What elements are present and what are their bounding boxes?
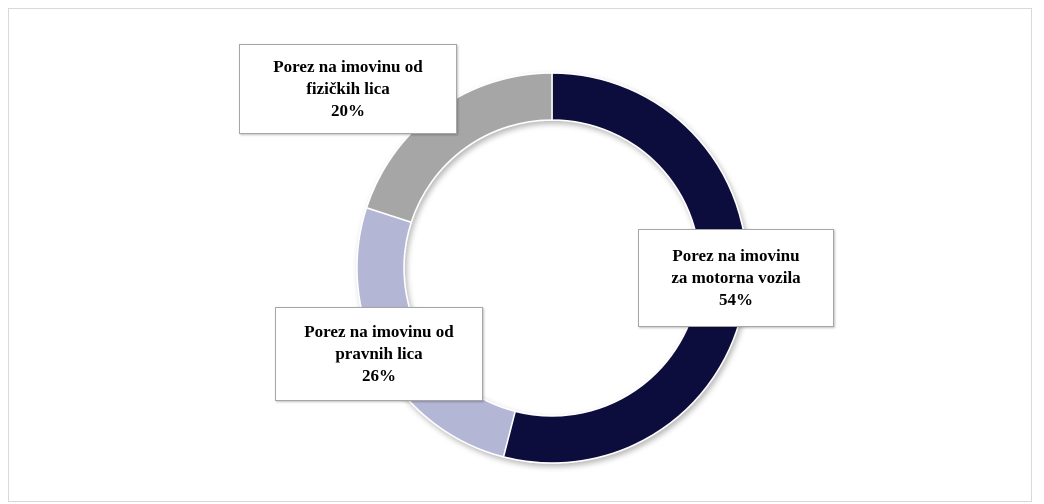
slice-label-line: za motorna vozila <box>671 268 801 287</box>
slice-label-motor-vehicles: Porez na imovinu za motorna vozila 54% <box>638 229 834 327</box>
slice-label-individuals: Porez na imovinu od fizičkih lica 20% <box>239 44 457 134</box>
slice-label-line: Porez na imovinu od <box>304 322 454 341</box>
slice-label-line: fizičkih lica <box>306 79 390 98</box>
slice-value-label: 54% <box>719 290 753 309</box>
slice-label-line: Porez na imovinu <box>672 246 800 265</box>
slice-label-line: pravnih lica <box>335 344 423 363</box>
donut-slice-0 <box>502 72 748 464</box>
slice-value-label: 26% <box>362 366 396 385</box>
slice-value-label: 20% <box>331 101 365 120</box>
slice-label-line: Porez na imovinu od <box>273 57 423 76</box>
donut-slice-2 <box>365 72 553 224</box>
slice-label-legal-entities: Porez na imovinu od pravnih lica 26% <box>275 307 483 401</box>
